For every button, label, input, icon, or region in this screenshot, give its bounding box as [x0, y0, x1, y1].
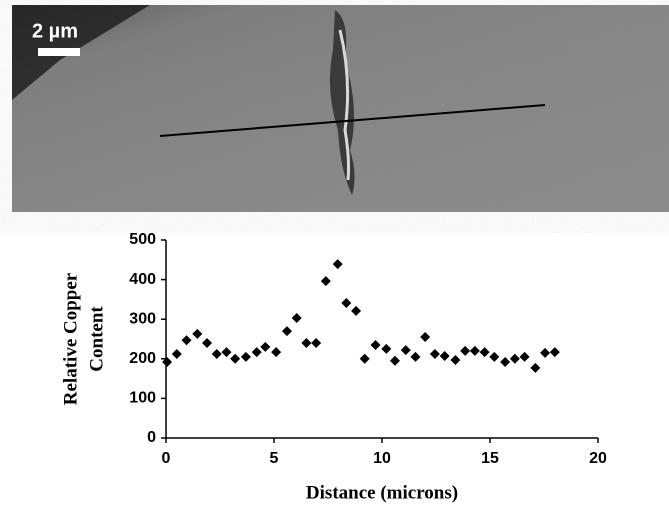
point	[171, 349, 182, 360]
chart: 0 100 200 300 400 500 0 5 10 15 20 Distance (micron…	[60, 231, 607, 503]
point	[359, 353, 370, 364]
point	[351, 305, 362, 316]
point	[281, 326, 292, 337]
point	[341, 297, 352, 308]
sem-shadow	[12, 5, 150, 100]
scale-label: 2 µm	[32, 20, 78, 42]
x-tick-label: 5	[270, 450, 279, 467]
point	[370, 339, 381, 350]
point	[271, 347, 282, 358]
point	[479, 347, 490, 358]
point	[181, 335, 192, 346]
point	[469, 345, 480, 356]
point	[549, 347, 560, 358]
point	[410, 351, 421, 362]
point	[439, 351, 450, 362]
point	[202, 337, 213, 348]
y-axis-label: Relative Copper	[60, 272, 81, 405]
y-tick-label: 100	[129, 390, 156, 407]
point	[192, 328, 203, 339]
point	[251, 347, 262, 358]
x-tick-label: 20	[589, 450, 607, 467]
point	[450, 354, 461, 365]
sem-crack-edge	[338, 29, 351, 181]
point	[500, 356, 511, 367]
sem-image: 2 µm	[12, 5, 669, 212]
y-tick-label: 500	[129, 231, 156, 248]
point	[519, 351, 530, 362]
scan-line	[159, 104, 546, 137]
point	[260, 341, 271, 352]
point	[509, 353, 520, 364]
point	[429, 349, 440, 360]
point	[540, 347, 551, 358]
x-tick-label: 15	[481, 450, 499, 467]
point	[221, 347, 232, 358]
point	[291, 313, 302, 324]
y-tick-label: 0	[147, 429, 156, 446]
x-tick-label: 0	[162, 450, 171, 467]
point	[400, 345, 411, 356]
x-tick-label: 10	[373, 450, 391, 467]
point	[530, 362, 541, 373]
scale-bar	[38, 48, 80, 56]
point	[489, 351, 500, 362]
point	[162, 356, 173, 367]
y-tick-label: 200	[129, 350, 156, 367]
y-axis-label: Content	[86, 306, 107, 372]
y-tick-label: 300	[129, 310, 156, 327]
point	[381, 343, 392, 354]
point	[230, 353, 241, 364]
point	[240, 351, 251, 362]
point	[320, 276, 331, 287]
point	[211, 349, 222, 360]
y-tick-label: 400	[129, 271, 156, 288]
point	[460, 345, 471, 356]
point	[389, 355, 400, 366]
point	[301, 337, 312, 348]
point	[311, 337, 322, 348]
point	[420, 332, 431, 343]
point	[332, 259, 343, 270]
x-axis-label: Distance (microns)	[306, 482, 458, 503]
